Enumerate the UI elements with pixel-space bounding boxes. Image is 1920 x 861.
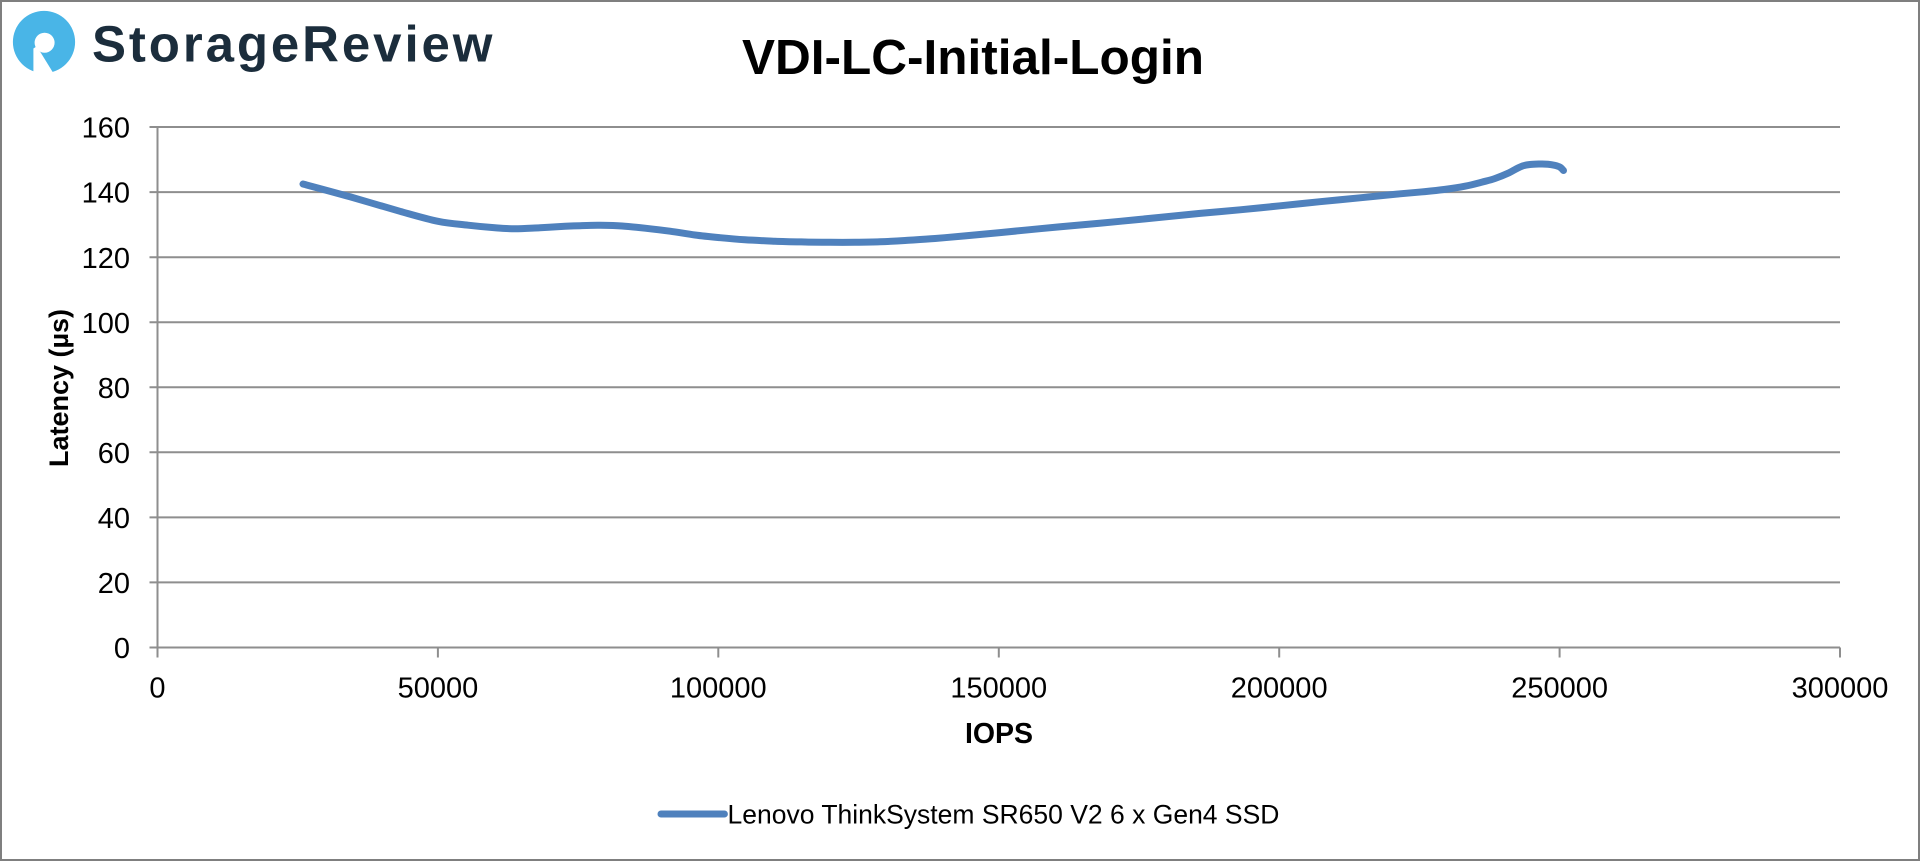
- svg-text:100000: 100000: [670, 673, 767, 705]
- svg-text:StorageReview: StorageReview: [92, 16, 495, 73]
- svg-text:160: 160: [82, 113, 130, 145]
- svg-text:VDI-LC-Initial-Login: VDI-LC-Initial-Login: [742, 30, 1204, 85]
- svg-text:140: 140: [82, 178, 130, 210]
- svg-text:0: 0: [114, 633, 130, 665]
- svg-text:200000: 200000: [1231, 673, 1328, 705]
- svg-text:50000: 50000: [398, 673, 479, 705]
- svg-text:100: 100: [82, 308, 130, 340]
- svg-text:40: 40: [98, 503, 130, 535]
- svg-text:250000: 250000: [1511, 673, 1608, 705]
- svg-text:Latency (µs): Latency (µs): [44, 309, 74, 467]
- svg-text:150000: 150000: [950, 673, 1047, 705]
- svg-text:60: 60: [98, 438, 130, 470]
- svg-text:0: 0: [149, 673, 165, 705]
- svg-text:20: 20: [98, 568, 130, 600]
- svg-text:300000: 300000: [1792, 673, 1889, 705]
- svg-text:IOPS: IOPS: [965, 718, 1033, 750]
- svg-text:80: 80: [98, 373, 130, 405]
- svg-text:Lenovo ThinkSystem SR650 V2 6: Lenovo ThinkSystem SR650 V2 6 x Gen4 SSD: [728, 800, 1280, 830]
- svg-text:120: 120: [82, 243, 130, 275]
